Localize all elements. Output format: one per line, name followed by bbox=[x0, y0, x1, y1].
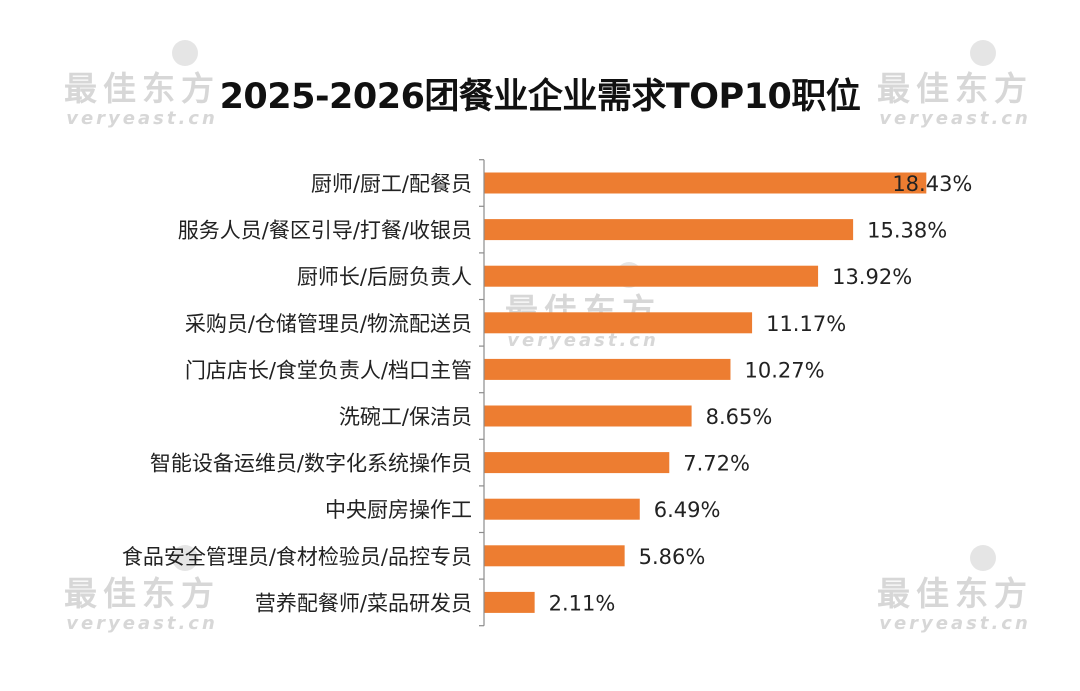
category-label-7: 智能设备运维员/数字化系统操作员 bbox=[150, 452, 472, 476]
watermark-brand: 最佳东方 bbox=[877, 69, 1033, 108]
bar-1 bbox=[484, 172, 927, 194]
watermark-logo-icon bbox=[970, 40, 996, 66]
watermark-domain: veryeast.cn bbox=[879, 613, 1031, 634]
value-label-3: 13.92% bbox=[832, 265, 912, 289]
category-label-9: 食品安全管理员/食材检验员/品控专员 bbox=[122, 545, 472, 569]
watermark-logo-icon bbox=[172, 40, 198, 66]
bar-8 bbox=[484, 498, 640, 520]
watermark-domain: veryeast.cn bbox=[879, 108, 1031, 129]
watermark-brand: 最佳东方 bbox=[64, 574, 220, 613]
watermark-logo-icon bbox=[970, 545, 996, 571]
value-label-9: 5.86% bbox=[639, 545, 706, 569]
value-label-4: 11.17% bbox=[766, 312, 846, 336]
watermark-domain: veryeast.cn bbox=[66, 613, 218, 634]
category-label-1: 厨师/厨工/配餐员 bbox=[311, 172, 472, 196]
chart-title: 2025-2026团餐业企业需求TOP10职位 bbox=[219, 77, 861, 117]
watermark-bottom-left: 最佳东方 veryeast.cn bbox=[42, 545, 242, 635]
bars-layer bbox=[484, 172, 927, 613]
category-label-3: 厨师长/后厨负责人 bbox=[297, 265, 472, 289]
value-label-2: 15.38% bbox=[867, 219, 947, 243]
value-label-8: 6.49% bbox=[654, 498, 721, 522]
bar-9 bbox=[484, 545, 625, 567]
value-label-5: 10.27% bbox=[744, 358, 824, 382]
category-label-8: 中央厨房操作工 bbox=[325, 498, 472, 522]
watermark-domain: veryeast.cn bbox=[66, 108, 218, 129]
value-label-1: 18.43% bbox=[892, 172, 972, 196]
bar-4 bbox=[484, 312, 753, 334]
category-label-5: 门店店长/食堂负责人/档口主管 bbox=[185, 358, 472, 382]
watermark-top-right: 最佳东方 veryeast.cn bbox=[870, 40, 1040, 130]
labels-layer: 厨师/厨工/配餐员 18.43% 服务人员/餐区引导/打餐/收银员 15.38% 厨师长… bbox=[122, 172, 973, 615]
category-label-2: 服务人员/餐区引导/打餐/收银员 bbox=[178, 219, 472, 243]
bar-10 bbox=[484, 591, 535, 613]
axis-layer bbox=[479, 159, 485, 627]
category-label-10: 营养配餐师/菜品研发员 bbox=[255, 591, 472, 615]
value-label-7: 7.72% bbox=[683, 452, 750, 476]
bar-7 bbox=[484, 452, 670, 474]
bar-5 bbox=[484, 358, 731, 380]
watermark-domain: veryeast.cn bbox=[507, 330, 659, 351]
value-label-6: 8.65% bbox=[706, 405, 773, 429]
watermark-bottom-right: 最佳东方 veryeast.cn bbox=[870, 545, 1040, 635]
watermark-brand: 最佳东方 bbox=[64, 69, 220, 108]
bar-2 bbox=[484, 219, 854, 241]
bar-6 bbox=[484, 405, 692, 427]
watermark-top-left: 最佳东方 veryeast.cn bbox=[42, 40, 242, 130]
watermark-brand: 最佳东方 bbox=[877, 574, 1033, 613]
watermark-logo-icon bbox=[172, 545, 198, 571]
value-label-10: 2.11% bbox=[549, 591, 616, 615]
category-label-6: 洗碗工/保洁员 bbox=[339, 405, 472, 429]
bar-3 bbox=[484, 265, 819, 287]
category-label-4: 采购员/仓储管理员/物流配送员 bbox=[185, 312, 472, 336]
